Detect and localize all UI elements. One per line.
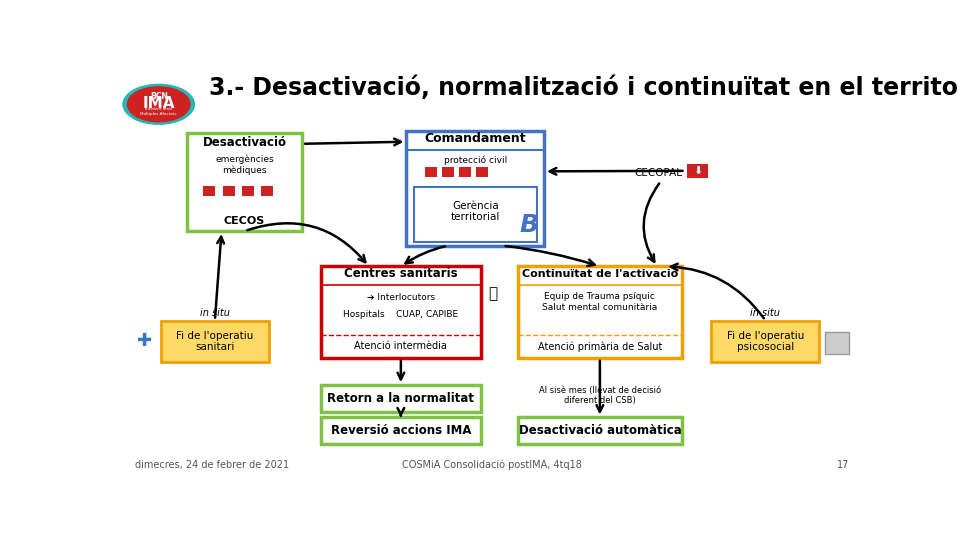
Text: Al sisè mes (llevat de decisió
diferent del CSB): Al sisè mes (llevat de decisió diferent … xyxy=(539,386,660,405)
Text: Atenció intermèdia: Atenció intermèdia xyxy=(354,341,447,352)
Text: 3.- Desactivació, normalització i continuïtat en el territori.: 3.- Desactivació, normalització i contin… xyxy=(209,76,960,100)
Text: dimecres, 24 de febrer de 2021: dimecres, 24 de febrer de 2021 xyxy=(134,460,289,470)
Text: Comandament: Comandament xyxy=(424,132,526,145)
FancyBboxPatch shape xyxy=(688,165,707,177)
Text: Retorn a la normalitat: Retorn a la normalitat xyxy=(327,392,474,405)
Text: Fi de l'operatiu
psicosocial: Fi de l'operatiu psicosocial xyxy=(727,330,804,352)
Text: Gerència
territorial: Gerència territorial xyxy=(450,200,500,222)
Text: 17: 17 xyxy=(837,460,849,470)
FancyBboxPatch shape xyxy=(187,133,302,231)
Circle shape xyxy=(123,84,194,124)
Text: emergències
mèdiques: emergències mèdiques xyxy=(215,154,274,175)
Text: ➔ Interlocutors: ➔ Interlocutors xyxy=(367,293,435,302)
FancyBboxPatch shape xyxy=(204,186,215,197)
Text: ⬇: ⬇ xyxy=(693,166,703,176)
Text: Reversió accions IMA: Reversió accions IMA xyxy=(330,424,471,437)
Text: BCN: BCN xyxy=(150,92,168,102)
FancyBboxPatch shape xyxy=(261,186,274,197)
FancyBboxPatch shape xyxy=(161,321,269,362)
FancyBboxPatch shape xyxy=(321,385,481,412)
FancyBboxPatch shape xyxy=(518,266,682,358)
FancyBboxPatch shape xyxy=(321,266,481,358)
Text: protecció civil: protecció civil xyxy=(444,156,507,165)
Text: Desactivació automàtica: Desactivació automàtica xyxy=(518,424,682,437)
Text: Fi de l'operatiu
sanitari: Fi de l'operatiu sanitari xyxy=(177,330,253,352)
Text: Desactivació: Desactivació xyxy=(203,136,287,149)
FancyBboxPatch shape xyxy=(826,332,850,354)
FancyBboxPatch shape xyxy=(406,131,544,246)
FancyBboxPatch shape xyxy=(711,321,820,362)
FancyBboxPatch shape xyxy=(223,186,234,197)
Text: CECOPAL: CECOPAL xyxy=(635,168,683,178)
Text: Equip de Trauma psíquic
Salut mental comunitària: Equip de Trauma psíquic Salut mental com… xyxy=(542,292,658,312)
Text: Incident amb
Múltiples Afectats: Incident amb Múltiples Afectats xyxy=(140,107,177,116)
Text: COSMiA Consolidació postIMA, 4tq18: COSMiA Consolidació postIMA, 4tq18 xyxy=(402,460,582,470)
FancyBboxPatch shape xyxy=(518,417,682,444)
Text: Hospitals    CUAP, CAPIBE: Hospitals CUAP, CAPIBE xyxy=(344,310,459,319)
FancyBboxPatch shape xyxy=(459,167,471,177)
FancyBboxPatch shape xyxy=(476,167,489,177)
Text: ✚: ✚ xyxy=(137,332,152,350)
Text: IMA: IMA xyxy=(142,96,175,111)
Text: Centres sanitaris: Centres sanitaris xyxy=(344,267,458,280)
Circle shape xyxy=(128,87,190,122)
FancyBboxPatch shape xyxy=(242,186,253,197)
Text: Continuïtat de l'activació: Continuïtat de l'activació xyxy=(521,269,678,279)
FancyBboxPatch shape xyxy=(425,167,437,177)
Text: 🚑: 🚑 xyxy=(489,286,497,301)
FancyBboxPatch shape xyxy=(443,167,454,177)
Text: in situ: in situ xyxy=(200,308,229,318)
Text: in situ: in situ xyxy=(751,308,780,318)
Text: CECOS: CECOS xyxy=(224,215,265,226)
Text: B: B xyxy=(519,213,539,237)
FancyBboxPatch shape xyxy=(414,187,537,241)
FancyBboxPatch shape xyxy=(321,417,481,444)
Text: Atenció primària de Salut: Atenció primària de Salut xyxy=(538,341,662,352)
